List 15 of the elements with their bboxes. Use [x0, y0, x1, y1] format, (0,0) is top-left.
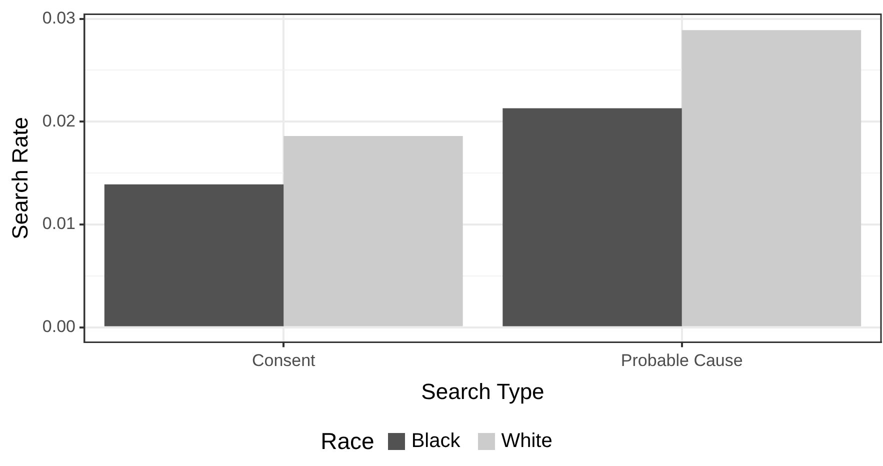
x-tick-label: Consent [252, 351, 316, 370]
y-tick-label: 0.02 [42, 111, 76, 130]
legend-label: Black [411, 430, 460, 453]
x-tick-label: Probable Cause [620, 351, 743, 370]
y-tick-label: 0.03 [42, 8, 76, 28]
y-tick-label: 0.01 [42, 214, 76, 234]
bar [104, 184, 284, 326]
y-tick-label: 0.00 [42, 316, 76, 336]
legend-title: Race [320, 428, 374, 455]
x-axis-title: Search Type [421, 378, 544, 404]
bar [284, 136, 463, 326]
legend-label: White [501, 430, 552, 453]
bar [682, 30, 862, 326]
bar [502, 108, 682, 326]
y-axis-title: Search Rate [7, 117, 32, 240]
